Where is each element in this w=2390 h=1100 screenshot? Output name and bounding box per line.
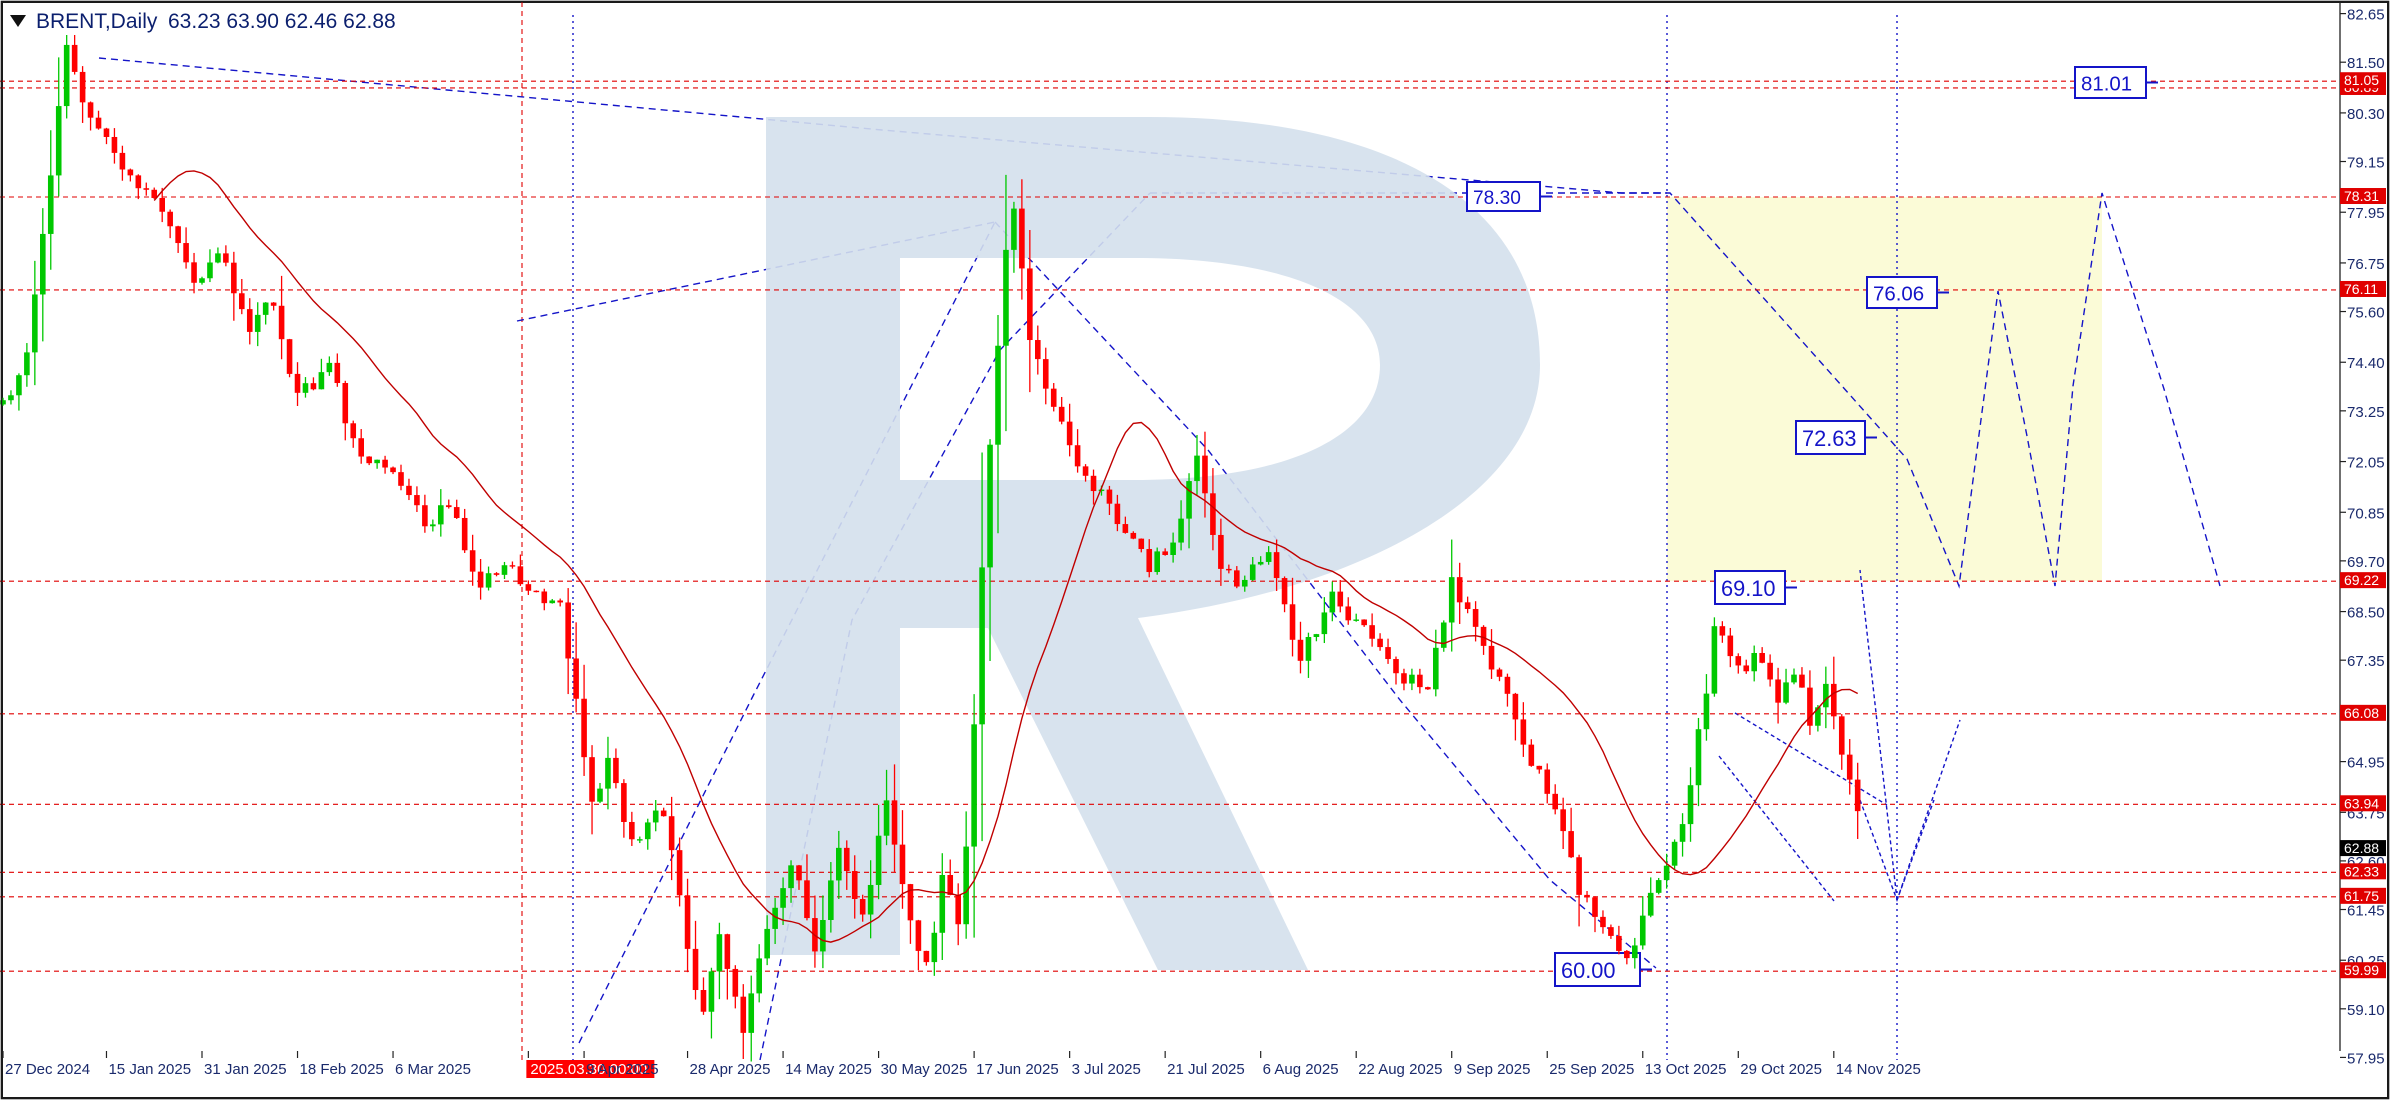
svg-text:77.95: 77.95	[2347, 205, 2385, 222]
svg-text:62.88: 62.88	[2344, 840, 2379, 856]
svg-text:63.23 63.90 62.46 62.88: 63.23 63.90 62.46 62.88	[168, 10, 396, 33]
svg-text:82.65: 82.65	[2347, 7, 2385, 24]
svg-text:61.45: 61.45	[2347, 903, 2385, 920]
svg-text:25 Sep 2025: 25 Sep 2025	[1549, 1061, 1634, 1078]
svg-text:30 May 2025: 30 May 2025	[881, 1061, 968, 1078]
svg-text:68.50: 68.50	[2347, 605, 2385, 622]
svg-text:69.10: 69.10	[1721, 576, 1775, 601]
svg-text:18 Feb 2025: 18 Feb 2025	[300, 1061, 384, 1078]
svg-text:69.22: 69.22	[2344, 572, 2379, 588]
svg-text:21 Jul 2025: 21 Jul 2025	[1167, 1061, 1245, 1078]
svg-text:76.75: 76.75	[2347, 256, 2385, 273]
svg-text:9 Apr 2025: 9 Apr 2025	[586, 1061, 659, 1078]
svg-text:29 Oct 2025: 29 Oct 2025	[1740, 1061, 1822, 1078]
svg-text:66.08: 66.08	[2344, 705, 2379, 721]
svg-text:63.94: 63.94	[2344, 795, 2379, 811]
svg-text:3 Jul 2025: 3 Jul 2025	[1072, 1061, 1141, 1078]
svg-text:13 Oct 2025: 13 Oct 2025	[1645, 1061, 1727, 1078]
svg-text:76.11: 76.11	[2344, 281, 2378, 297]
svg-text:59.99: 59.99	[2344, 962, 2379, 978]
svg-text:76.06: 76.06	[1873, 283, 1924, 306]
svg-text:81.50: 81.50	[2347, 55, 2385, 72]
svg-text:69.70: 69.70	[2347, 554, 2385, 571]
svg-text:15 Jan 2025: 15 Jan 2025	[108, 1061, 191, 1078]
svg-text:6 Aug 2025: 6 Aug 2025	[1263, 1061, 1339, 1078]
svg-text:9 Sep 2025: 9 Sep 2025	[1454, 1061, 1531, 1078]
svg-text:81.01: 81.01	[2081, 73, 2132, 96]
svg-text:72.63: 72.63	[1802, 426, 1856, 451]
svg-text:78.30: 78.30	[1473, 188, 1521, 209]
svg-text:22 Aug 2025: 22 Aug 2025	[1358, 1061, 1442, 1078]
svg-text:64.95: 64.95	[2347, 755, 2385, 772]
svg-text:70.85: 70.85	[2347, 505, 2385, 522]
svg-text:14 Nov 2025: 14 Nov 2025	[1836, 1061, 1921, 1078]
svg-text:14 May 2025: 14 May 2025	[785, 1061, 872, 1078]
svg-text:73.25: 73.25	[2347, 404, 2385, 421]
svg-text:67.35: 67.35	[2347, 653, 2385, 670]
svg-text:60.00: 60.00	[1561, 958, 1615, 983]
svg-text:31 Jan 2025: 31 Jan 2025	[204, 1061, 287, 1078]
svg-text:75.60: 75.60	[2347, 305, 2385, 322]
svg-text:81.05: 81.05	[2344, 72, 2379, 88]
svg-text:BRENT,Daily: BRENT,Daily	[36, 10, 158, 33]
svg-text:79.15: 79.15	[2347, 155, 2385, 172]
svg-text:6 Mar 2025: 6 Mar 2025	[395, 1061, 471, 1078]
svg-text:59.10: 59.10	[2347, 1002, 2385, 1019]
svg-text:78.31: 78.31	[2344, 188, 2379, 204]
svg-text:17 Jun 2025: 17 Jun 2025	[976, 1061, 1059, 1078]
svg-text:62.33: 62.33	[2344, 863, 2379, 879]
svg-text:57.95: 57.95	[2347, 1050, 2385, 1067]
svg-text:74.40: 74.40	[2347, 355, 2385, 372]
svg-text:80.30: 80.30	[2347, 106, 2385, 123]
svg-text:27 Dec 2024: 27 Dec 2024	[5, 1061, 90, 1078]
svg-text:61.75: 61.75	[2344, 888, 2379, 904]
svg-text:28 Apr 2025: 28 Apr 2025	[690, 1061, 771, 1078]
svg-text:72.05: 72.05	[2347, 455, 2385, 472]
